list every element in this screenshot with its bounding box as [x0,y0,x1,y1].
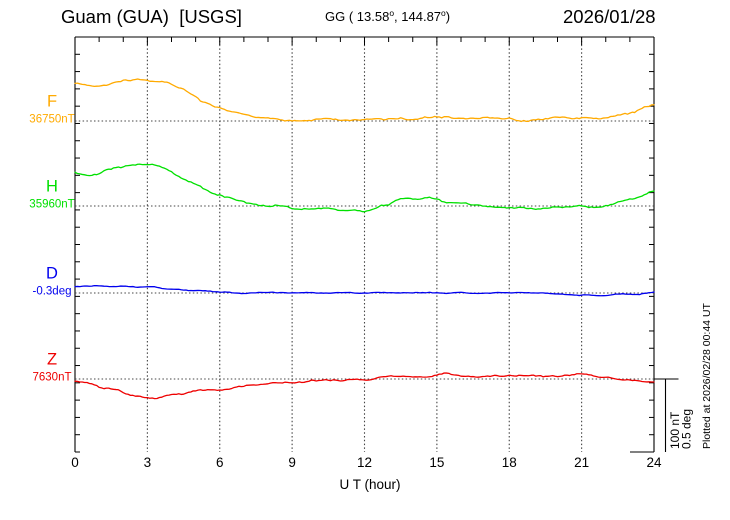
svg-text:24: 24 [646,455,662,470]
svg-text:H: H [46,178,58,196]
svg-text:GG ( 13.58o, 144.87o): GG ( 13.58o, 144.87o) [325,8,450,24]
svg-text:-0.3deg: -0.3deg [32,286,71,298]
svg-text:15: 15 [429,455,444,470]
svg-text:6: 6 [216,455,224,470]
svg-text:Guam (GUA) [USGS]: Guam (GUA) [USGS] [61,6,242,27]
svg-text:35960nT: 35960nT [29,199,74,211]
svg-text:U T (hour): U T (hour) [339,477,400,492]
svg-text:3: 3 [144,455,152,470]
svg-text:Z: Z [47,351,57,369]
svg-text:2026/01/28: 2026/01/28 [563,6,656,27]
svg-text:18: 18 [502,455,517,470]
svg-text:36750nT: 36750nT [29,114,74,126]
svg-text:Plotted at 2026/02/28 00:44 UT: Plotted at 2026/02/28 00:44 UT [701,302,713,449]
svg-text:9: 9 [288,455,296,470]
svg-text:7630nT: 7630nT [32,372,71,384]
svg-text:21: 21 [574,455,589,470]
svg-text:D: D [46,265,58,283]
svg-text:F: F [47,93,57,111]
svg-text:12: 12 [357,455,372,470]
svg-text:0.5 deg: 0.5 deg [679,409,693,449]
svg-text:0: 0 [71,455,79,470]
